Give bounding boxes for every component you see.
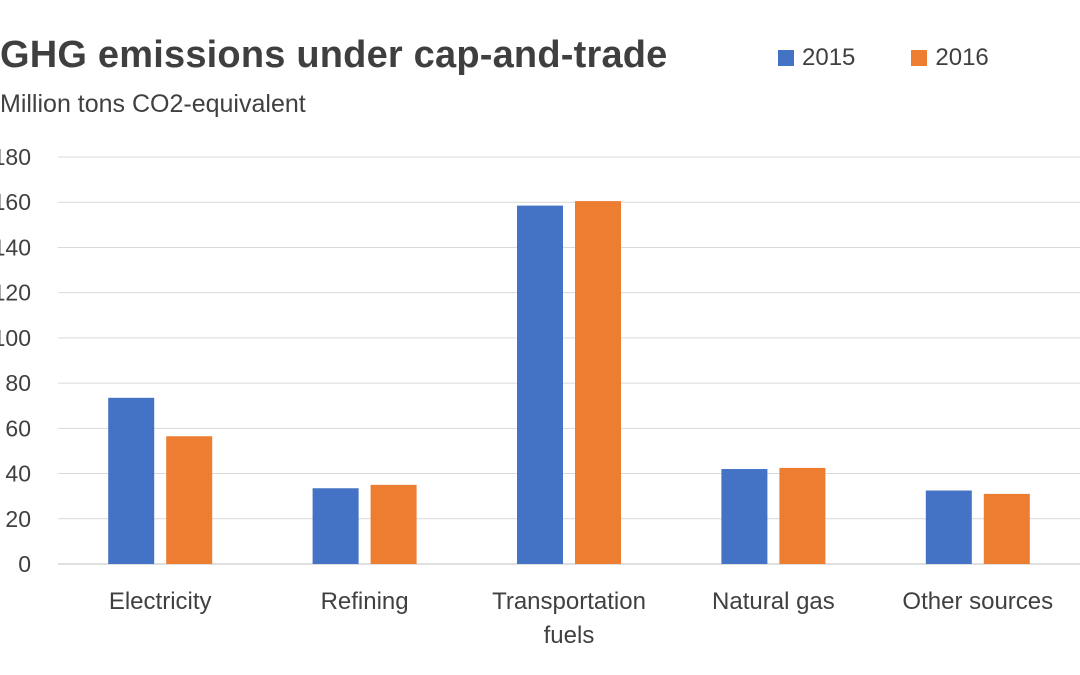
y-tick-label: 20 (5, 506, 31, 532)
legend-swatch-2015 (778, 50, 794, 66)
legend-swatch-2016 (911, 50, 928, 66)
y-tick-label: 140 (0, 234, 31, 260)
legend-label-2015: 2015 (802, 44, 856, 71)
y-tick-label: 100 (0, 325, 31, 351)
x-category-label: Other sources (902, 588, 1053, 615)
bar-2016-4 (983, 493, 1030, 564)
bar-2015-1 (312, 488, 359, 564)
y-tick-label: 40 (5, 461, 31, 487)
x-category-label: Refining (321, 588, 409, 615)
legend-item-2016: 2016 (911, 44, 989, 72)
bar-2015-3 (721, 469, 768, 564)
bar-2015-4 (925, 490, 972, 564)
x-category-label: fuels (544, 622, 595, 649)
bar-2016-3 (779, 467, 826, 564)
x-category-label: Transportation (492, 588, 646, 615)
bar-2016-0 (166, 436, 213, 564)
legend-label-2016: 2016 (935, 44, 989, 71)
chart-legend: 2015 2016 (778, 44, 1045, 72)
y-tick-label: 60 (5, 415, 31, 441)
legend-item-2015: 2015 (778, 44, 855, 72)
y-tick-label: 0 (18, 551, 31, 577)
y-tick-label: 160 (0, 189, 31, 215)
bar-2015-0 (108, 397, 155, 564)
bar-2016-2 (575, 201, 621, 564)
y-tick-label: 180 (0, 144, 31, 170)
chart-subtitle: Million tons CO2-equivalent (0, 90, 306, 118)
y-tick-label: 80 (5, 370, 31, 396)
x-category-label: Electricity (109, 588, 212, 615)
bar-2015-2 (517, 205, 563, 564)
y-tick-label: 120 (0, 280, 31, 306)
x-category-label: Natural gas (712, 588, 835, 615)
chart-title: GHG emissions under cap-and-trade (0, 34, 668, 76)
bar-2016-1 (370, 484, 417, 564)
